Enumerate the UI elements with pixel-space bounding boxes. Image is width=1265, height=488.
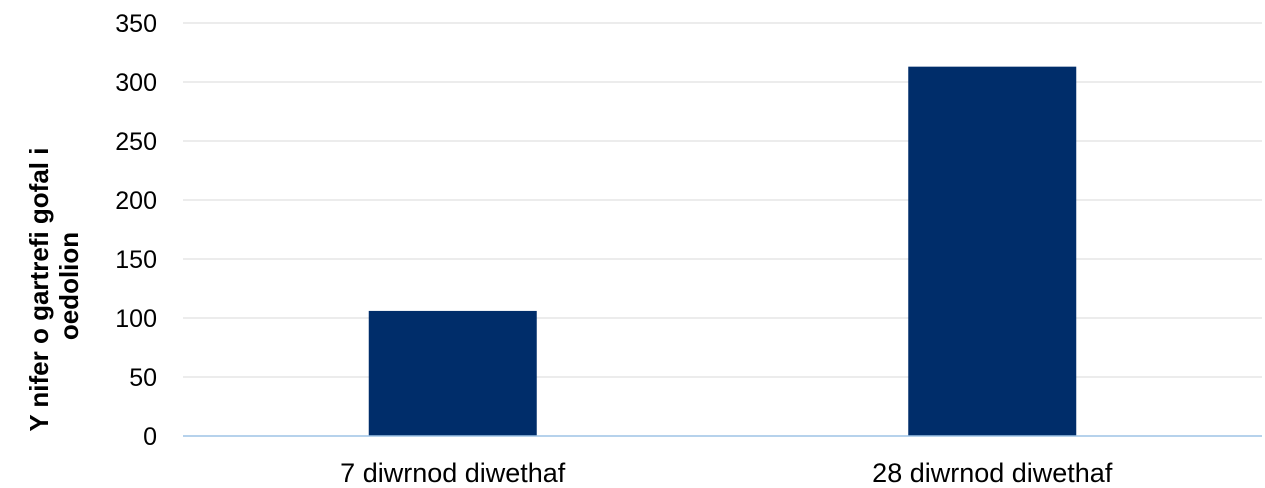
y-tick-label: 300 (115, 69, 157, 97)
x-tick-label: 28 diwrnod diwethaf (872, 458, 1113, 488)
y-tick-labels: 0 50 100 150 200 250 300 350 (115, 10, 157, 451)
y-tick-label: 150 (115, 246, 157, 274)
y-tick-label: 250 (115, 128, 157, 156)
y-axis-label: Y nifer o gartrefi gofal i oedolion (24, 140, 84, 431)
bar-2 (908, 66, 1077, 436)
bar-1 (368, 310, 537, 436)
y-tick-label: 350 (115, 10, 157, 38)
gridlines (183, 22, 1262, 378)
bars (368, 66, 1077, 436)
x-tick-labels: 7 diwrnod diwethaf 28 diwrnod diwethaf (340, 458, 1113, 488)
y-tick-label: 100 (115, 305, 157, 333)
y-axis-label-line-2: oedolion (54, 232, 84, 340)
y-tick-label: 0 (143, 423, 157, 451)
y-tick-label: 50 (129, 364, 157, 392)
x-tick-label: 7 diwrnod diwethaf (340, 458, 566, 488)
y-axis-label-line-1: Y nifer o gartrefi gofal i (24, 148, 54, 432)
y-tick-label: 200 (115, 187, 157, 215)
